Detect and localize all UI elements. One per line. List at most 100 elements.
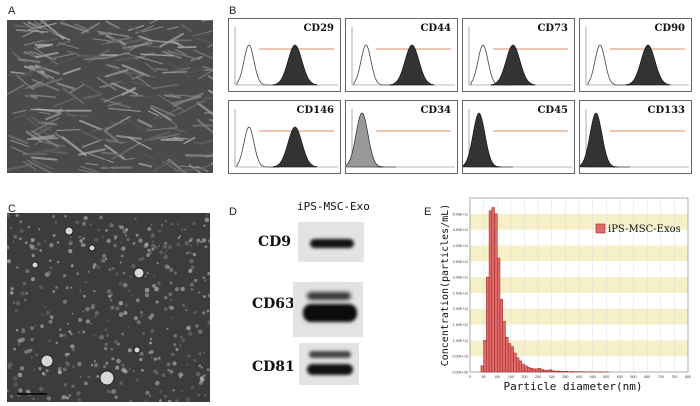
tem-speck (38, 367, 41, 370)
tem-speck (141, 257, 145, 261)
histogram-bar (565, 371, 568, 372)
tem-speck (202, 276, 205, 279)
tem-speck (110, 348, 113, 351)
tem-speck (176, 242, 180, 246)
tem-speck (94, 238, 98, 242)
tem-speck (45, 241, 47, 243)
y-tick-label: 2.50E+11 (453, 291, 468, 295)
tem-speck (49, 259, 52, 262)
tem-speck (159, 250, 163, 254)
tem-speck (107, 390, 111, 394)
tem-speck (79, 290, 81, 292)
tem-speck (145, 275, 147, 277)
tem-speck (55, 286, 58, 289)
tem-speck (136, 234, 139, 237)
x-tick-label: 650 (644, 375, 650, 379)
tem-speck (82, 331, 85, 334)
tem-speck (114, 340, 118, 344)
tem-speck (136, 298, 140, 302)
tem-speck (190, 245, 192, 247)
tem-speck (78, 331, 80, 333)
tem-speck (163, 244, 167, 248)
spindle-cell (163, 72, 187, 73)
histogram-bar (544, 370, 547, 372)
tem-speck (121, 368, 126, 373)
tem-speck (203, 295, 206, 298)
tem-speck (57, 241, 60, 244)
x-tick-label: 400 (576, 375, 582, 379)
sample-histogram (273, 45, 317, 85)
tem-speck (20, 366, 25, 371)
tem-speck (67, 323, 69, 325)
tem-speck (90, 323, 92, 325)
tem-speck (120, 241, 122, 243)
histogram-bar (549, 370, 552, 372)
tem-speck (48, 339, 51, 342)
histogram-bar (563, 371, 566, 372)
tem-speck (81, 243, 85, 247)
tem-speck (63, 274, 66, 277)
tem-speck (31, 356, 33, 358)
tem-speck (127, 325, 129, 327)
tem-speck (94, 363, 98, 367)
tem-speck (202, 311, 205, 314)
tem-speck (164, 252, 166, 254)
tem-speck (102, 236, 104, 238)
tem-speck (110, 299, 112, 301)
tem-speck (199, 352, 202, 355)
tem-speck (55, 221, 57, 223)
tem-speck (78, 318, 82, 322)
tem-speck (165, 220, 167, 222)
tem-speck (203, 224, 206, 227)
tem-speck (181, 339, 185, 343)
tem-speck (150, 338, 152, 340)
tem-speck (200, 241, 203, 244)
tem-speck (98, 229, 100, 231)
y-tick-label: 3.00E+11 (453, 276, 468, 280)
tem-speck (126, 238, 129, 241)
tem-speck (18, 343, 20, 345)
tem-speck (179, 235, 181, 237)
isotype-curve (588, 45, 630, 85)
tem-speck (49, 243, 53, 247)
tem-speck (97, 265, 101, 269)
tem-speck (133, 370, 135, 372)
tem-speck (85, 281, 88, 284)
tem-speck (198, 292, 200, 294)
tem-speck (13, 348, 16, 351)
isotype-curve (354, 45, 396, 85)
exosome-vesicle (41, 355, 53, 367)
tem-speck (193, 222, 196, 225)
tem-speck (175, 348, 178, 351)
tem-speck (198, 365, 201, 368)
tem-speck (149, 342, 152, 345)
flow-histogram-cd34: CD34 (345, 100, 458, 174)
tem-speck (194, 279, 197, 282)
tem-speck (89, 223, 92, 226)
tem-speck (105, 362, 108, 365)
western-blot-header: iPS-MSC-Exo (297, 200, 370, 213)
tem-speck (109, 223, 114, 228)
tem-speck (7, 259, 11, 263)
tem-speck (111, 293, 113, 295)
tem-speck (177, 223, 179, 225)
tem-speck (164, 395, 167, 398)
tem-speck (68, 249, 72, 253)
x-tick-label: 0 (469, 375, 471, 379)
spindle-cell (156, 69, 167, 70)
tem-speck (198, 394, 200, 396)
tem-speck (121, 255, 124, 258)
tem-speck (68, 330, 71, 333)
tem-speck (104, 347, 108, 351)
tem-speck (94, 360, 96, 362)
tem-speck (44, 306, 46, 308)
tem-speck (30, 326, 34, 330)
legend-label: iPS-MSC-Exos (608, 224, 681, 235)
tem-speck (82, 222, 86, 226)
histogram-bar (519, 361, 522, 372)
panel-e-letter: E (424, 206, 431, 218)
histogram-bar (533, 369, 536, 372)
histogram-bar (514, 353, 517, 372)
tem-speck (190, 283, 194, 287)
blot-strip-cd63 (293, 282, 363, 337)
